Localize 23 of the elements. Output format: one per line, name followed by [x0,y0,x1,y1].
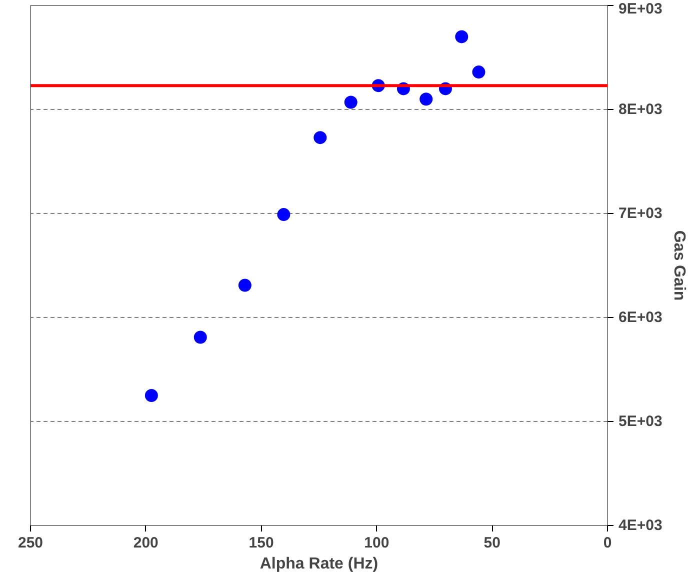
point [277,208,290,222]
x-axis-title: Alpha Rate (Hz) [260,556,378,572]
x-tick-label: 150 [248,534,274,552]
x-tick-label: 250 [18,534,44,552]
y-tick-label: 7E+03 [618,205,662,222]
y-axis-title: Gas Gain [670,230,688,301]
point [344,96,358,109]
x-tick-label: 50 [484,534,500,552]
x-tick-label: 200 [133,534,158,552]
point [420,92,433,106]
y-tick-label: 4E+03 [618,517,662,534]
y-tick-label: 6E+03 [618,309,662,326]
point [314,131,327,144]
point [194,330,207,344]
y-tick-label: 5E+03 [618,413,662,430]
x-tick-label: 100 [364,534,390,552]
point [144,389,158,402]
point [455,30,468,44]
y-tick-label: 9E+03 [618,0,662,18]
point [472,66,486,79]
y-tick-label: 8E+03 [618,101,662,118]
point [238,278,252,292]
x-tick-label: 0 [603,534,612,552]
